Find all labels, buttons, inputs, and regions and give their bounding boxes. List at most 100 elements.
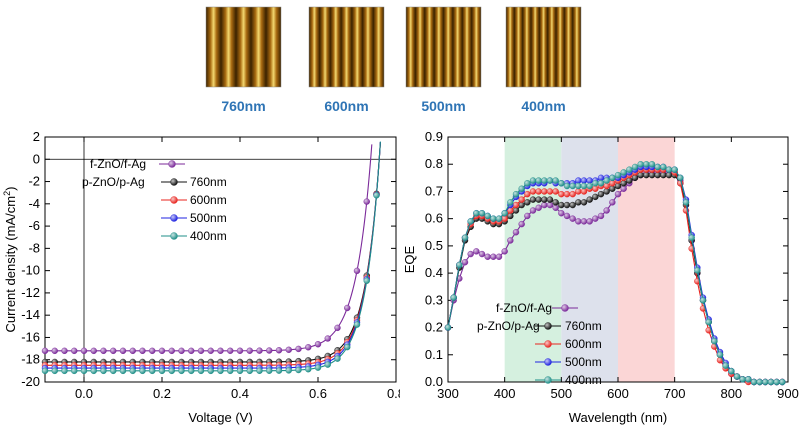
jv-point xyxy=(285,367,292,374)
legend-group-label: p-ZnO/p-Ag xyxy=(477,319,540,333)
eqe-point xyxy=(586,196,593,203)
afm-stripe xyxy=(406,7,416,87)
eqe-point xyxy=(711,337,718,345)
legend-label: f-ZnO/f-Ag xyxy=(90,157,146,171)
eqe-point xyxy=(722,362,729,369)
afm-image-600nm xyxy=(303,5,390,98)
jv-point xyxy=(324,361,331,368)
jv-point xyxy=(227,347,234,354)
eqe-point xyxy=(518,185,525,192)
jv-point xyxy=(149,347,156,355)
jv-point xyxy=(324,335,331,342)
legend-label: 400nm xyxy=(565,373,602,387)
afm-frame xyxy=(505,6,582,88)
jv-chart: 0.0 0.2 0.4 0.6 0.8 2 0 -2 -4 -6 -8 -10 -12 -14 -16 -18… xyxy=(2,130,400,425)
x-tick-label: 400 xyxy=(494,386,516,401)
jv-point xyxy=(207,367,214,375)
jv-point xyxy=(90,347,97,355)
jv-point xyxy=(197,367,205,375)
afm-surface xyxy=(205,6,282,88)
eqe-point xyxy=(586,182,593,190)
afm-stripe xyxy=(266,7,281,87)
legend-marker xyxy=(544,322,552,330)
eqe-point xyxy=(626,166,633,173)
eqe-point xyxy=(603,188,610,195)
eqe-point xyxy=(756,378,763,386)
eqe-point xyxy=(484,253,491,260)
eqe-point xyxy=(592,193,599,201)
eqe-point xyxy=(546,177,554,184)
eqe-point xyxy=(450,294,457,301)
eqe-chart: 300 400 500 600 700 800 900 0.9 0.8 0.7 0.6 0.5 0.4 0… xyxy=(402,130,799,425)
legend-marker xyxy=(544,376,552,384)
y-tick-label: 0.3 xyxy=(425,292,443,307)
eqe-point xyxy=(631,174,639,182)
afm-image-400nm xyxy=(500,5,587,98)
y-tick-label: -2 xyxy=(28,174,40,189)
afm-stripe xyxy=(462,7,472,87)
eqe-point xyxy=(512,190,520,198)
eqe-point xyxy=(461,234,469,241)
afm-stripe xyxy=(572,7,581,87)
eqe-point xyxy=(586,218,593,225)
eqe-point xyxy=(643,161,650,168)
eqe-point xyxy=(750,378,758,386)
legend-label: f-ZnO/f-Ag xyxy=(496,301,552,315)
eqe-point xyxy=(518,220,525,228)
jv-point xyxy=(236,367,244,375)
afm-image-760nm xyxy=(200,5,287,98)
x-tick-label: 300 xyxy=(437,386,459,401)
eqe-point xyxy=(648,161,656,168)
y-tick-label: -16 xyxy=(21,329,40,344)
eqe-point xyxy=(569,182,576,190)
eqe-point xyxy=(552,199,559,206)
eqe-point xyxy=(745,376,752,383)
eqe-point xyxy=(563,201,571,209)
eqe-point xyxy=(456,261,463,269)
eqe-point xyxy=(478,210,486,217)
eqe-point xyxy=(558,201,565,209)
jv-point xyxy=(129,347,136,355)
afm-stripe xyxy=(330,7,342,87)
eqe-point xyxy=(546,188,554,195)
jv-point xyxy=(80,347,88,355)
eqe-point xyxy=(580,188,588,195)
eqe-point xyxy=(603,177,610,184)
afm-stripe xyxy=(309,7,320,87)
eqe-point xyxy=(529,207,537,214)
eqe-point xyxy=(501,248,508,255)
afm-stripe xyxy=(424,7,435,87)
eqe-point xyxy=(580,177,588,184)
legend-marker xyxy=(544,340,552,348)
afm-stripe xyxy=(319,7,331,87)
jv-point xyxy=(305,366,312,373)
eqe-point xyxy=(529,188,537,195)
jv-point xyxy=(207,347,214,355)
jv-point xyxy=(90,367,97,375)
y-tick-label: 2 xyxy=(33,130,40,144)
eqe-point xyxy=(563,190,571,198)
afm-stripe xyxy=(251,7,266,87)
eqe-point xyxy=(779,378,786,386)
legend-label: 760nm xyxy=(565,319,602,333)
jv-point xyxy=(178,347,185,355)
eqe-point xyxy=(541,201,548,209)
eqe-point xyxy=(609,174,616,182)
eqe-point xyxy=(739,376,746,383)
eqe-point xyxy=(563,212,571,220)
jv-point xyxy=(80,367,88,375)
jv-point xyxy=(295,345,302,353)
jv-point xyxy=(197,347,205,355)
jv-point xyxy=(149,367,156,375)
afm-stripe xyxy=(236,7,251,87)
eqe-point xyxy=(648,171,656,179)
eqe-point xyxy=(575,188,582,195)
jv-point xyxy=(168,367,175,375)
afm-label: 760nm xyxy=(221,98,266,114)
legend-label: 600nm xyxy=(190,193,227,207)
eqe-point xyxy=(597,212,605,220)
jv-point xyxy=(373,192,380,199)
y-axis-label: EQE xyxy=(402,245,417,273)
afm-surface xyxy=(505,6,582,88)
